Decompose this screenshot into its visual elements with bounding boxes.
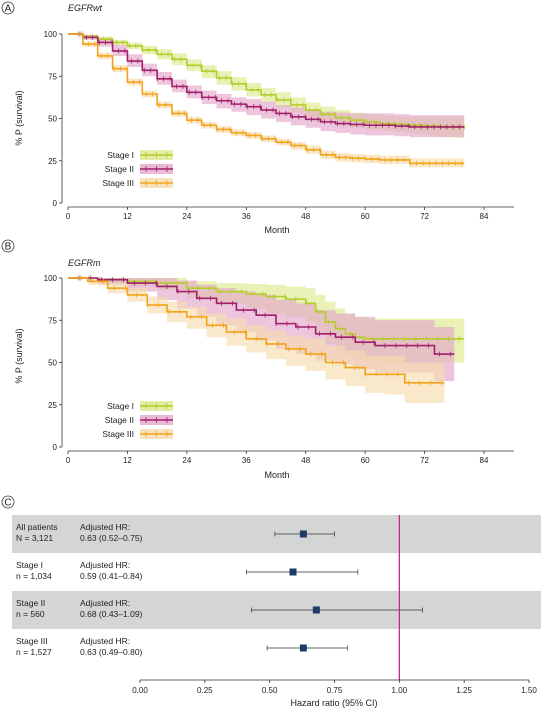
panel-c-circle bbox=[1, 495, 15, 509]
a-x-tick-label: 12 bbox=[123, 212, 132, 221]
b-series-line-3 bbox=[68, 277, 445, 384]
a-x-tick-label: 48 bbox=[301, 212, 310, 221]
a-x-tick-label: 36 bbox=[242, 212, 251, 221]
panel-a-title: EGFRwt bbox=[68, 3, 103, 13]
a-x-tick-label: 72 bbox=[420, 212, 429, 221]
a-band-3 bbox=[68, 34, 465, 168]
a-y-tick-label: 50 bbox=[48, 115, 57, 124]
a-y-tick-label: 0 bbox=[53, 199, 58, 208]
a-series-line-1 bbox=[68, 33, 465, 129]
b-x-tick-label: 72 bbox=[420, 456, 429, 465]
b-y-tick-label: 75 bbox=[48, 316, 57, 325]
panel-a-legend: Stage I Stage II Stage III bbox=[102, 150, 173, 188]
panel-b-plot: 0 25 50 75 100 0 12 24 36 48 60 72 84 bbox=[44, 274, 514, 465]
forest-group-label: Stage I bbox=[16, 560, 43, 570]
a-x-tick-label: 0 bbox=[66, 212, 71, 221]
panel-a-ylabel: % P (survival) bbox=[14, 90, 24, 145]
forest-point bbox=[289, 568, 297, 576]
a-censor-marks-3 bbox=[81, 31, 463, 166]
panel-b-circle bbox=[1, 239, 15, 253]
forest-n-label: n = 560 bbox=[16, 609, 45, 619]
forest-x-tick-label: 0.75 bbox=[327, 686, 343, 695]
panel-c-label: C bbox=[4, 498, 11, 509]
b-censor-marks-2 bbox=[79, 275, 451, 357]
a-y-tick-label: 25 bbox=[48, 157, 57, 166]
panel-a-label: A bbox=[5, 4, 12, 15]
forest-x-tick-label: 1.00 bbox=[392, 686, 408, 695]
a-series-line-3 bbox=[68, 33, 465, 165]
a-x-tick-label: 84 bbox=[480, 212, 489, 221]
forest-hr-label: Adjusted HR: bbox=[80, 636, 130, 646]
panel-c-xlabel: Hazard ratio (95% CI) bbox=[290, 698, 377, 708]
a-legend-label-2: Stage II bbox=[105, 164, 134, 174]
forest-hr-label: Adjusted HR: bbox=[80, 522, 130, 532]
a-x-tick-label: 60 bbox=[361, 212, 370, 221]
forest-x-tick-label: 0.25 bbox=[197, 686, 213, 695]
b-legend-label-3: Stage III bbox=[102, 429, 134, 439]
b-x-tick-label: 36 bbox=[242, 456, 251, 465]
b-x-tick-label: 60 bbox=[361, 456, 370, 465]
forest-point bbox=[312, 606, 320, 614]
a-x-tick-label: 24 bbox=[182, 212, 191, 221]
a-censor-marks-2 bbox=[79, 31, 461, 130]
forest-x-tick-label: 1.50 bbox=[521, 686, 537, 695]
b-censor-marks-1 bbox=[77, 275, 460, 342]
forest-x-tick-label: 0.50 bbox=[262, 686, 278, 695]
a-censor-marks-1 bbox=[77, 31, 465, 130]
b-legend-label-1: Stage I bbox=[107, 401, 134, 411]
b-censor-marks-3 bbox=[81, 275, 442, 386]
panel-b-label: B bbox=[5, 242, 12, 253]
panel-b-xlabel: Month bbox=[264, 470, 289, 480]
forest-n-label: n = 1,034 bbox=[16, 571, 52, 581]
panel-b-title: EGFRm bbox=[68, 258, 101, 268]
panel-a: A EGFRwt % P (survival) Month 0 25 50 75 100… bbox=[1, 1, 514, 235]
a-legend-label-1: Stage I bbox=[107, 150, 134, 160]
panel-a-plot: 0 25 50 75 100 0 12 24 36 48 60 72 84 bbox=[44, 30, 514, 221]
forest-n-label: N = 3,121 bbox=[16, 533, 53, 543]
panel-a-xlabel: Month bbox=[264, 225, 289, 235]
b-legend-label-2: Stage II bbox=[105, 415, 134, 425]
forest-group-label: Stage III bbox=[16, 636, 48, 646]
forest-n-label: n = 1,527 bbox=[16, 647, 52, 657]
b-y-tick-label: 100 bbox=[44, 274, 58, 283]
forest-group-label: All patients bbox=[16, 522, 58, 532]
b-y-tick-label: 50 bbox=[48, 359, 57, 368]
b-x-tick-label: 48 bbox=[301, 456, 310, 465]
b-y-tick-label: 0 bbox=[53, 443, 58, 452]
b-x-tick-label: 0 bbox=[66, 456, 71, 465]
forest-point bbox=[299, 530, 307, 538]
a-y-tick-label: 100 bbox=[44, 30, 58, 39]
panel-a-circle bbox=[1, 1, 15, 15]
panel-b-ylabel: % P (survival) bbox=[14, 328, 24, 383]
forest-hr-text: 0.68 (0.43–1.09) bbox=[80, 609, 143, 619]
forest-hr-text: 0.63 (0.52–0.75) bbox=[80, 533, 143, 543]
panel-b-legend: Stage I Stage II Stage III bbox=[102, 401, 173, 439]
forest-hr-label: Adjusted HR: bbox=[80, 560, 130, 570]
panel-b: B EGFRm % P (survival) Month 02550751000… bbox=[1, 239, 514, 480]
forest-hr-label: Adjusted HR: bbox=[80, 598, 130, 608]
forest-point bbox=[299, 644, 307, 652]
b-x-tick-label: 84 bbox=[480, 456, 489, 465]
a-y-tick-label: 75 bbox=[48, 72, 57, 81]
forest-x-tick-label: 0.00 bbox=[132, 686, 148, 695]
b-series-line-2 bbox=[68, 277, 455, 355]
b-y-tick-label: 25 bbox=[48, 401, 57, 410]
forest-x-tick-label: 1.25 bbox=[456, 686, 472, 695]
b-x-tick-label: 24 bbox=[182, 456, 191, 465]
b-x-tick-label: 12 bbox=[123, 456, 132, 465]
forest-hr-text: 0.63 (0.49–0.80) bbox=[80, 647, 143, 657]
forest-group-label: Stage II bbox=[16, 598, 45, 608]
forest-hr-text: 0.59 (0.41–0.84) bbox=[80, 571, 143, 581]
a-legend-label-3: Stage III bbox=[102, 178, 134, 188]
